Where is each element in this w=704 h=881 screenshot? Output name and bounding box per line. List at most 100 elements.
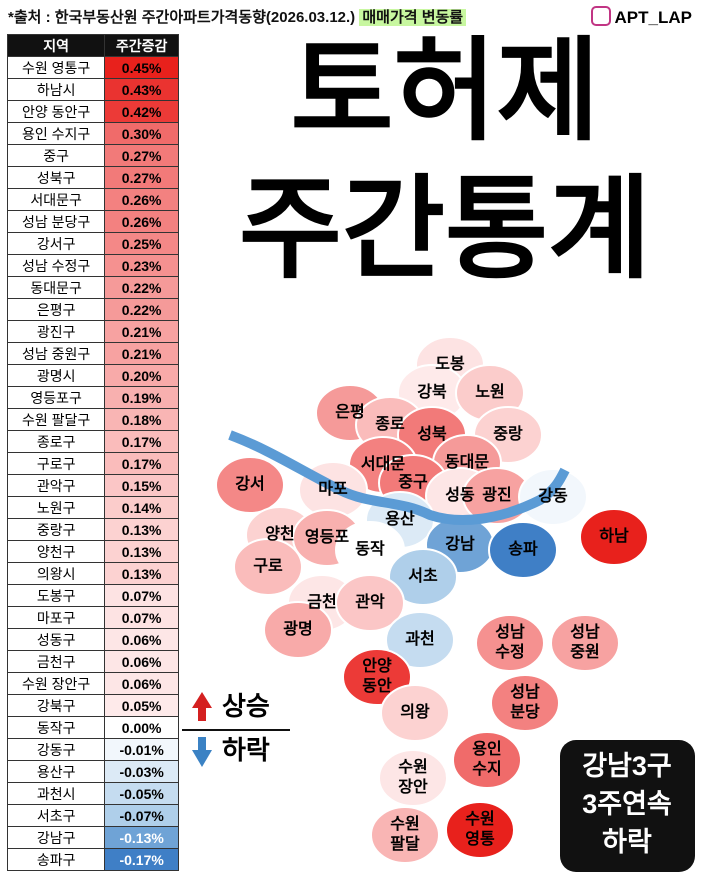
district-label: 영등포 [305, 528, 349, 546]
table-row: 성북구 0.27% [6, 166, 179, 189]
callout-line: 3주연속 [582, 789, 672, 819]
district [378, 749, 448, 807]
change-cell: 0.20% [104, 364, 179, 387]
region-cell: 강북구 [6, 694, 106, 717]
district-label: 성남 [510, 683, 540, 701]
change-cell: 0.22% [104, 298, 179, 321]
change-cell: 0.07% [104, 606, 179, 629]
district-label: 강서 [235, 475, 264, 493]
district [378, 454, 448, 512]
table-row: 관악구 0.15% [6, 474, 179, 497]
district-label: 은평 [335, 403, 364, 421]
table-row: 동작구 0.00% [6, 716, 179, 739]
district [292, 509, 362, 567]
change-cell: 0.17% [104, 452, 179, 475]
district-label: 용산 [385, 510, 415, 528]
district-label: 수원 [465, 810, 494, 828]
change-cell: 0.21% [104, 342, 179, 365]
district-label: 서대문 [361, 455, 405, 473]
district-label: 수정 [495, 643, 524, 661]
change-cell: 0.18% [104, 408, 179, 431]
district [397, 406, 467, 464]
change-cell: 0.13% [104, 540, 179, 563]
change-cell: -0.17% [104, 848, 179, 871]
district [490, 674, 560, 732]
change-cell: 0.05% [104, 694, 179, 717]
table-row: 의왕시 0.13% [6, 562, 179, 585]
district-label: 동작 [355, 540, 385, 558]
region-cell: 수원 팔달구 [6, 408, 106, 431]
table-row: 수원 영통구 0.45% [6, 56, 179, 79]
change-cell: 0.06% [104, 672, 179, 695]
district [348, 436, 418, 494]
region-cell: 중랑구 [6, 518, 106, 541]
district-label: 의왕 [400, 703, 430, 721]
district-label: 중구 [398, 473, 428, 491]
change-cell: 0.13% [104, 562, 179, 585]
region-cell: 용인 수지구 [6, 122, 106, 145]
table-row: 중구 0.27% [6, 144, 179, 167]
change-cell: 0.07% [104, 584, 179, 607]
region-cell: 안양 동안구 [6, 100, 106, 123]
river [228, 430, 570, 525]
down-arrow [198, 737, 206, 751]
district-label: 서초 [408, 567, 438, 585]
table-row: 마포구 0.07% [6, 606, 179, 629]
region-cell: 노원구 [6, 496, 106, 519]
region-cell: 서대문구 [6, 188, 106, 211]
callout-line: 강남3구 [582, 751, 672, 781]
change-cell: 0.26% [104, 188, 179, 211]
table-row: 하남시 0.43% [6, 78, 179, 101]
region-cell: 광진구 [6, 320, 106, 343]
district-label: 강남 [445, 535, 475, 553]
legend-up: 상승 [222, 691, 270, 721]
district [397, 364, 467, 422]
change-cell: 0.45% [104, 56, 179, 79]
district-label: 구로 [253, 557, 283, 575]
region-cell: 동대문구 [6, 276, 106, 299]
district-label: 중원 [570, 643, 599, 661]
district-label: 동안 [362, 677, 392, 695]
change-cell: -0.13% [104, 826, 179, 849]
region-cell: 수원 영통구 [6, 56, 106, 79]
region-cell: 과천시 [6, 782, 106, 805]
metric: 매매가격 변동률 [359, 9, 467, 26]
change-table: 지역 주간증감 수원 영통구 0.45% 하남시 0.43% 안양 동안구 0.42% 용인 수… [6, 34, 179, 871]
title-line: 토허제 [290, 29, 599, 154]
table-row: 종로구 0.17% [6, 430, 179, 453]
down-arrow [192, 750, 212, 767]
callout-box [560, 740, 695, 872]
district [455, 364, 525, 422]
region-cell: 동작구 [6, 716, 106, 739]
district [335, 574, 405, 632]
change-cell: 0.00% [104, 716, 179, 739]
region-cell: 성남 수정구 [6, 254, 106, 277]
district [452, 731, 522, 789]
table-row: 중랑구 0.13% [6, 518, 179, 541]
change-cell: 0.43% [104, 78, 179, 101]
table-row: 광명시 0.20% [6, 364, 179, 387]
up-arrow [198, 707, 206, 721]
district-label: 성동 [445, 486, 475, 504]
table-header: 지역 주간증감 [6, 34, 179, 57]
change-cell: 0.25% [104, 232, 179, 255]
district-label: 노원 [475, 383, 504, 401]
district-label: 팔달 [390, 834, 420, 853]
district-label: 영통 [465, 830, 495, 848]
district-label: 안양 [362, 657, 392, 675]
title-line: 주간통계 [239, 167, 651, 292]
table-row: 양천구 0.13% [6, 540, 179, 563]
district [215, 456, 285, 514]
table-row: 용인 수지구 0.30% [6, 122, 179, 145]
district-label: 양천 [265, 525, 294, 543]
table-row: 동대문구 0.22% [6, 276, 179, 299]
district-label: 종로 [375, 415, 405, 433]
table-row: 서대문구 0.26% [6, 188, 179, 211]
change-cell: 0.22% [104, 276, 179, 299]
district-label: 성남 [495, 623, 525, 641]
district [355, 396, 425, 454]
up-arrow [192, 692, 212, 708]
district [245, 506, 315, 564]
region-cell: 서초구 [6, 804, 106, 827]
